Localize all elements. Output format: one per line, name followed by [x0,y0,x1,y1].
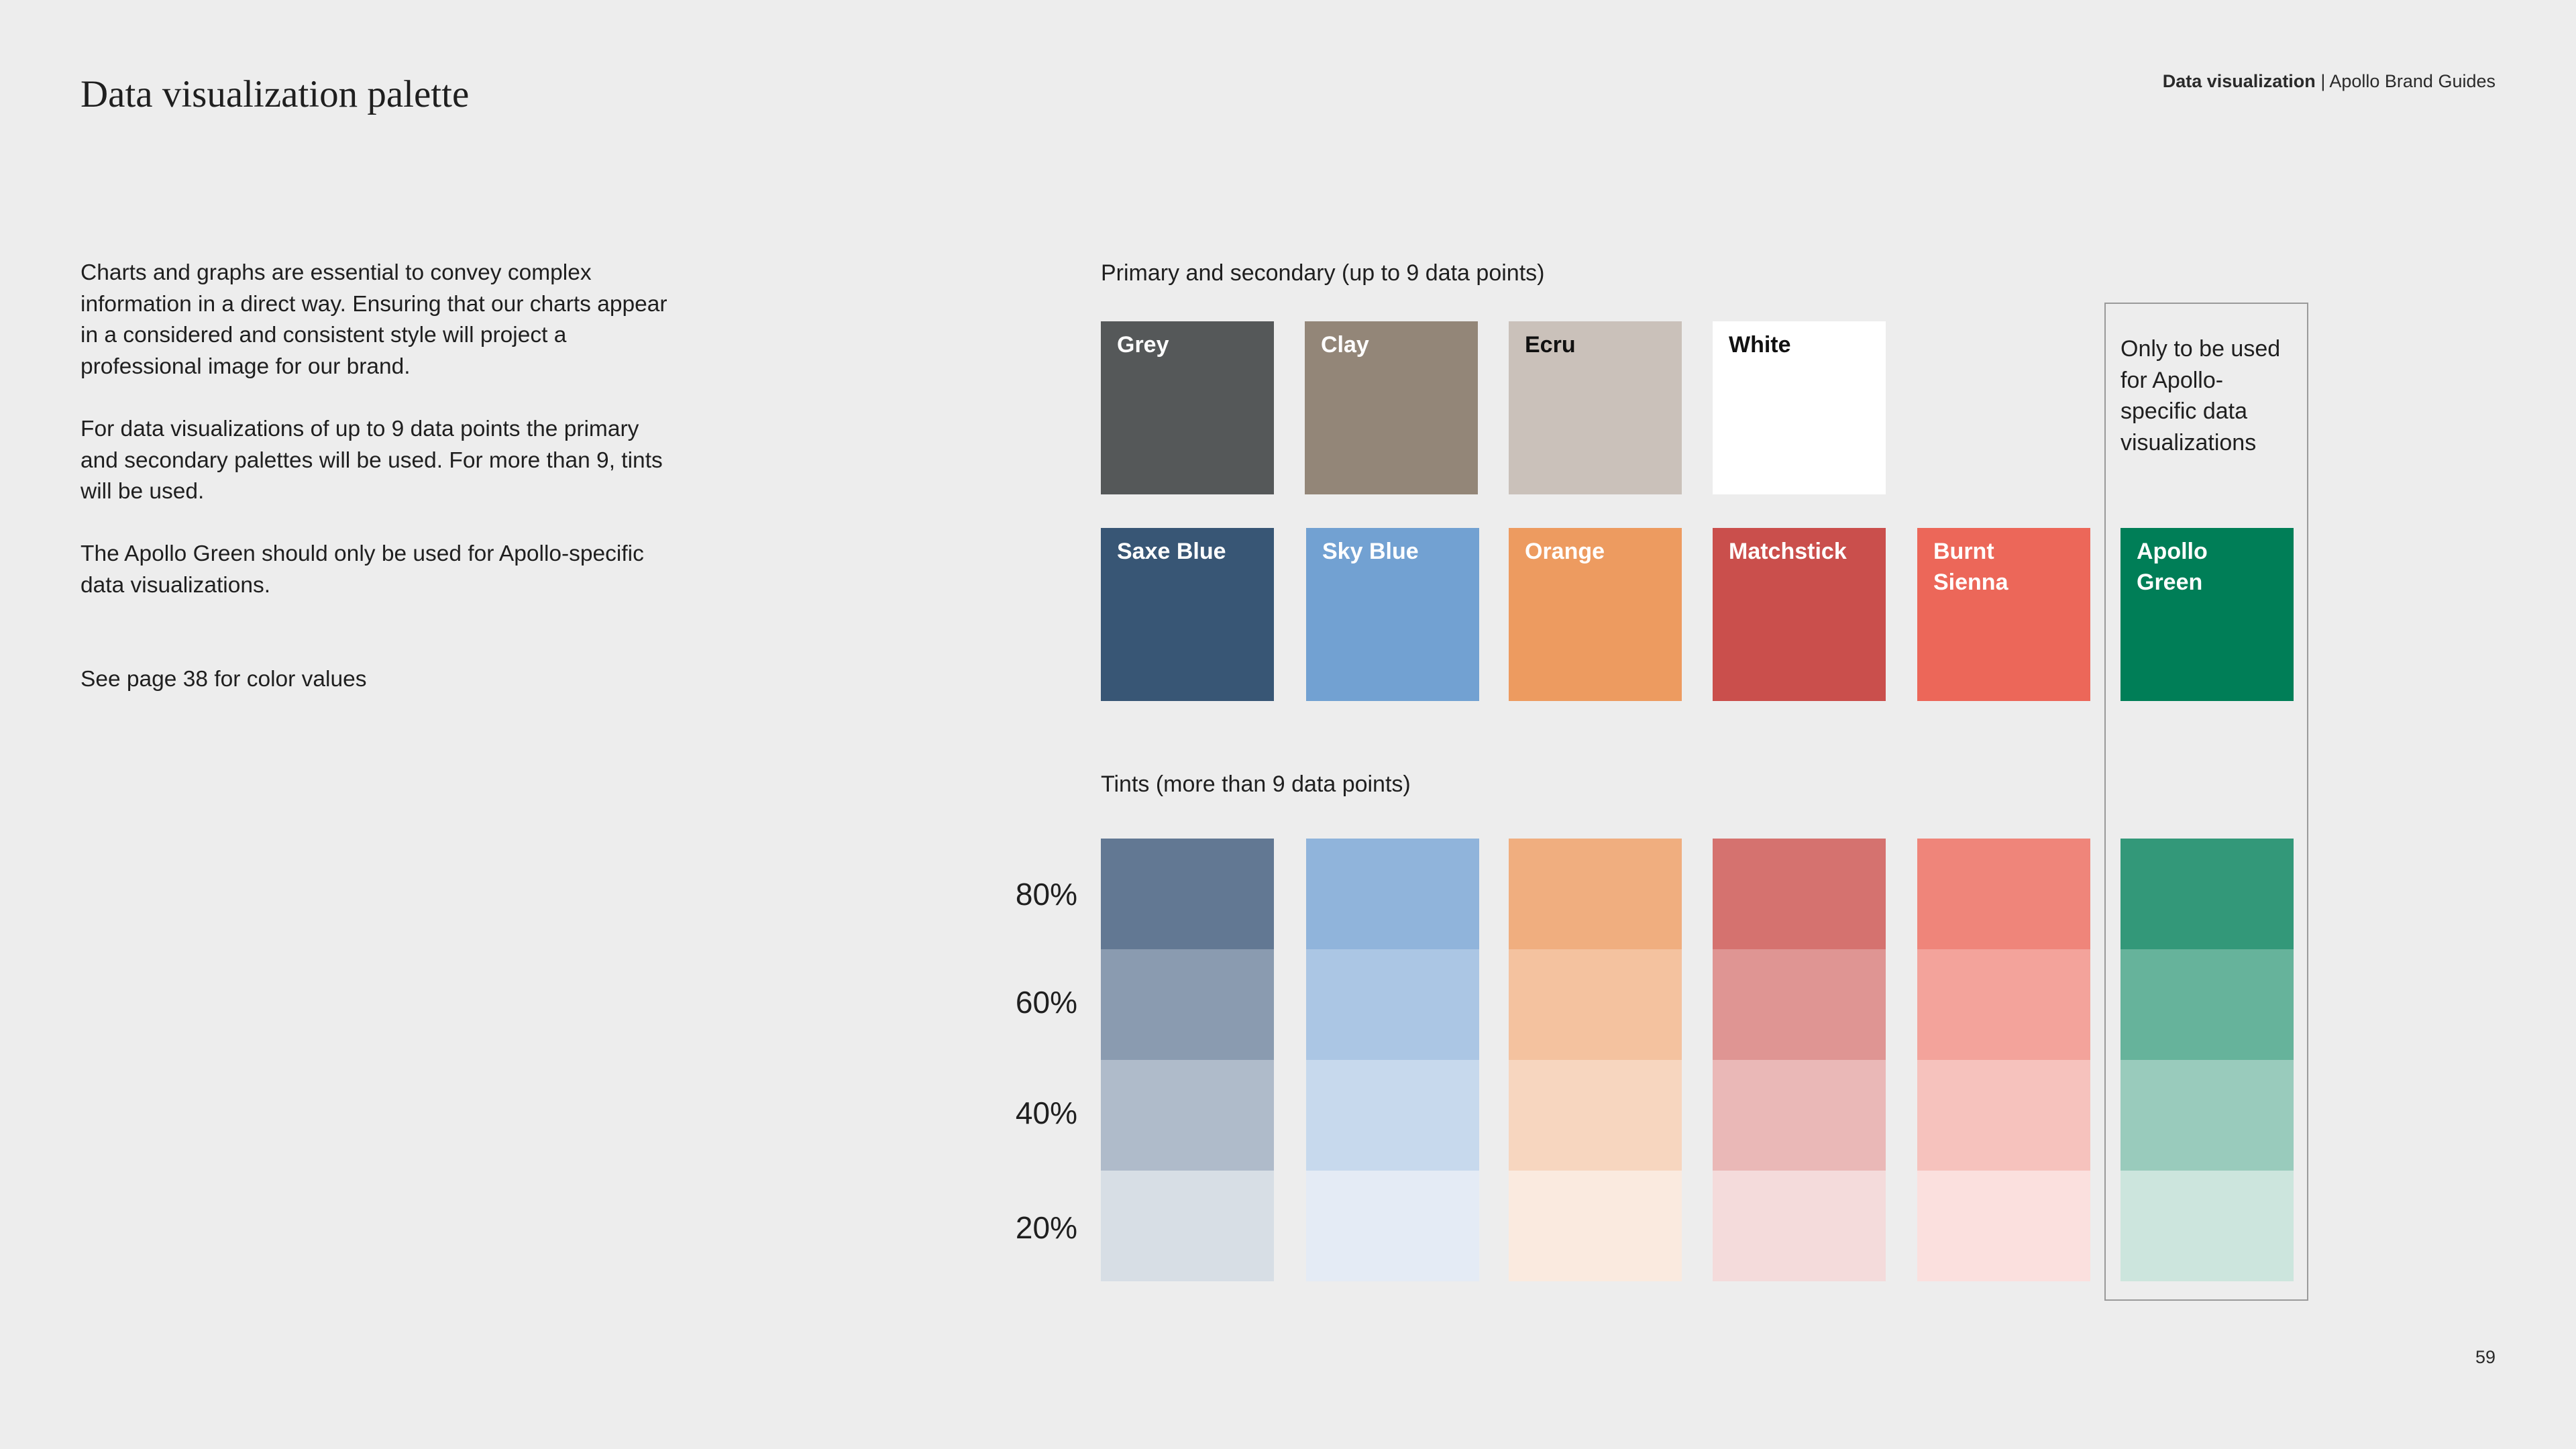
tint-swatch [2121,949,2294,1060]
tint-swatch [1101,1060,1274,1171]
tint-swatch [1509,949,1682,1060]
tint-swatch [1306,839,1479,949]
swatch-name: Grey [1117,332,1169,358]
page-number: 59 [2475,1347,2496,1367]
header-doc-title: Apollo Brand Guides [2329,71,2496,91]
swatch-name: Sky Blue [1322,539,1419,564]
swatch-name: Burnt Sienna [1933,539,2008,595]
tint-level-label: 20% [1015,1210,1077,1245]
swatch-grey: Grey [1101,321,1274,494]
running-header: Data visualization | Apollo Brand Guides [2163,71,2496,92]
swatch-name: White [1729,332,1791,358]
tint-swatch [1713,1171,1886,1281]
swatch-orange: Orange [1509,528,1682,701]
tint-swatch [1509,1171,1682,1281]
intro-paragraph-3: The Apollo Green should only be used for… [80,541,644,598]
header-separator: | [2315,71,2330,91]
swatch-name: Matchstick [1729,539,1847,564]
swatch-apollo-green: Apollo Green [2121,528,2294,701]
swatch-burnt-sienna: Burnt Sienna [1917,528,2090,701]
swatch-name: Saxe Blue [1117,539,1226,564]
swatch-clay: Clay [1305,321,1478,494]
tint-swatch [1713,1060,1886,1171]
tint-swatch [1509,1060,1682,1171]
tints-label: Tints (more than 9 data points) [1101,771,1411,797]
tint-swatch [1713,839,1886,949]
swatch-matchstick: Matchstick [1713,528,1886,701]
tint-swatch [1101,839,1274,949]
tint-column-burnt-sienna [1917,839,2090,1281]
swatch-ecru: Ecru [1509,321,1682,494]
swatch-name: Apollo Green [2137,539,2208,595]
page-title: Data visualization palette [80,73,470,115]
tint-swatch [1101,1171,1274,1281]
tint-swatch [1917,839,2090,949]
swatch-name: Orange [1525,539,1605,564]
swatch-name: Clay [1321,332,1369,358]
tint-column-sky-blue [1306,839,1479,1281]
tint-swatch [2121,839,2294,949]
tint-swatch [1917,949,2090,1060]
tint-swatch [2121,1060,2294,1171]
tint-swatch [1101,949,1274,1060]
intro-paragraph-2: For data visualizations of up to 9 data … [80,416,663,504]
tint-level-label: 40% [1015,1095,1077,1130]
color-values-reference: See page 38 for color values [80,666,367,692]
tint-swatch [1306,1060,1479,1171]
tint-swatch [2121,1171,2294,1281]
apollo-green-restriction-frame [2104,303,2308,1301]
swatch-name: Ecru [1525,332,1576,358]
swatch-white: White [1713,321,1886,494]
tint-swatch [1509,839,1682,949]
tint-column-orange [1509,839,1682,1281]
tint-swatch [1917,1060,2090,1171]
tint-swatch [1713,949,1886,1060]
apollo-green-usage-note: Only to be used for Apollo-specific data… [2121,336,2281,455]
tint-column-matchstick [1713,839,1886,1281]
tint-swatch [1306,1171,1479,1281]
tint-level-label: 60% [1015,985,1077,1020]
intro-text: Charts and graphs are essential to conve… [80,258,671,727]
tint-level-label: 80% [1015,877,1077,912]
swatch-sky-blue: Sky Blue [1306,528,1479,701]
intro-paragraph-1: Charts and graphs are essential to conve… [80,260,667,379]
tint-column-saxe-blue [1101,839,1274,1281]
swatch-saxe-blue: Saxe Blue [1101,528,1274,701]
tint-swatch [1917,1171,2090,1281]
primary-palette-label: Primary and secondary (up to 9 data poin… [1101,260,1545,286]
tint-column-apollo-green [2121,839,2294,1281]
header-section: Data visualization [2162,71,2316,91]
tint-swatch [1306,949,1479,1060]
